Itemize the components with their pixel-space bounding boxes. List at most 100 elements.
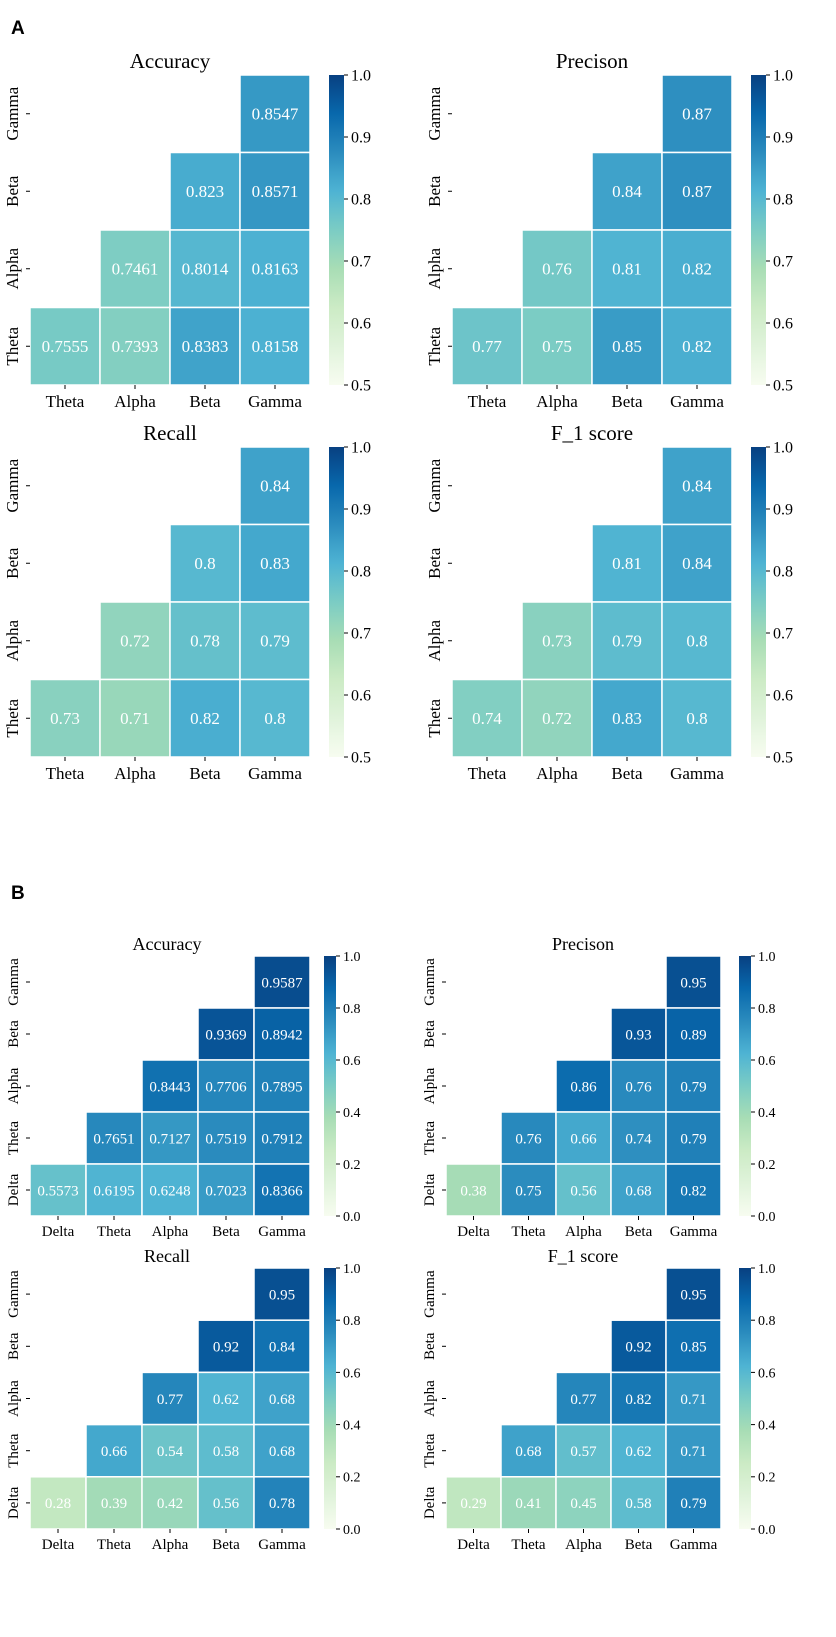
y-tick-label: Delta — [6, 1173, 22, 1206]
heatmap-cell — [141, 1476, 199, 1530]
cell-value: 0.8 — [264, 709, 285, 728]
heatmap-cell — [253, 955, 311, 1009]
x-tick-label: Gamma — [670, 764, 724, 783]
cell-value: 0.84 — [682, 554, 712, 573]
cell-value: 0.85 — [680, 1340, 706, 1356]
heatmap-cell — [239, 151, 311, 231]
x-tick-label: Beta — [212, 1537, 240, 1553]
colorbar-tick-label: 1.0 — [351, 440, 371, 457]
x-tick-label: Gamma — [258, 1224, 306, 1240]
colorbar-tick-label: 0.4 — [758, 1419, 776, 1434]
cell-value: 0.29 — [460, 1496, 486, 1512]
x-tick-label: Theta — [511, 1224, 545, 1240]
heatmap-cell — [239, 678, 311, 758]
cell-value: 0.62 — [213, 1392, 239, 1408]
heatmap-chart: F_1 score 0.95 0.92 0.85 0.77 0.82 0.71 0.68 0.5… — [422, 1246, 776, 1553]
heatmap-cell — [665, 1319, 722, 1374]
cell-value: 0.7393 — [112, 337, 159, 356]
y-tick-label: Alpha — [6, 1067, 22, 1104]
heatmap-cell — [197, 1007, 255, 1061]
heatmap-cell — [99, 601, 171, 681]
cell-value: 0.93 — [625, 1027, 651, 1043]
colorbar — [324, 1268, 336, 1529]
heatmap-cell — [665, 1267, 722, 1321]
y-tick-label: Delta — [422, 1486, 438, 1519]
cell-value: 0.8158 — [252, 337, 299, 356]
x-tick-label: Theta — [97, 1224, 131, 1240]
cell-value: 0.87 — [682, 182, 712, 201]
heatmap-cell — [197, 1059, 255, 1113]
colorbar — [329, 75, 344, 385]
x-tick-label: Theta — [468, 392, 507, 411]
cell-value: 0.82 — [625, 1392, 651, 1408]
cell-value: 0.7895 — [261, 1079, 302, 1095]
y-tick-label: Gamma — [6, 958, 22, 1006]
heatmap-cell — [591, 229, 663, 309]
colorbar-tick-label: 0.2 — [343, 1471, 361, 1486]
colorbar-tick-label: 1.0 — [773, 68, 793, 85]
heatmap-cell — [591, 151, 663, 231]
cell-value: 0.38 — [460, 1183, 486, 1199]
heatmap-cell — [239, 306, 311, 386]
heatmap-chart: Precison 0.87 0.84 0.87 0.76 0.81 0.82 0.77 0.75… — [425, 49, 793, 411]
cell-value: 0.79 — [612, 632, 642, 651]
colorbar-tick-label: 0.7 — [773, 254, 793, 271]
x-tick-label: Alpha — [565, 1537, 602, 1553]
y-tick-label: Beta — [3, 175, 22, 207]
x-tick-label: Theta — [468, 764, 507, 783]
y-tick-label: Beta — [422, 1020, 438, 1048]
colorbar-tick-label: 0.0 — [343, 1210, 361, 1225]
colorbar-tick-label: 0.6 — [351, 688, 371, 705]
heatmap-cell — [85, 1423, 143, 1478]
colorbar-tick-label: 0.4 — [758, 1106, 776, 1121]
y-tick-label: Gamma — [6, 1270, 22, 1318]
heatmap-cell — [500, 1423, 557, 1478]
y-tick-label: Beta — [6, 1332, 22, 1360]
cell-value: 0.8942 — [261, 1027, 302, 1043]
cell-value: 0.7912 — [261, 1131, 302, 1147]
x-tick-label: Beta — [189, 764, 221, 783]
colorbar-tick-label: 0.4 — [343, 1106, 361, 1121]
cell-value: 0.8547 — [252, 105, 299, 124]
cell-value: 0.75 — [515, 1183, 541, 1199]
cell-value: 0.56 — [570, 1183, 597, 1199]
cell-value: 0.87 — [682, 105, 712, 124]
heatmap-cell — [591, 678, 663, 758]
cell-value: 0.95 — [269, 1287, 295, 1303]
colorbar-tick-label: 0.7 — [351, 626, 371, 643]
heatmap-cell — [661, 678, 733, 758]
x-tick-label: Alpha — [114, 392, 156, 411]
cell-value: 0.7519 — [205, 1131, 246, 1147]
heatmap-cell — [665, 1371, 722, 1426]
cell-value: 0.66 — [570, 1131, 597, 1147]
cell-value: 0.74 — [625, 1131, 652, 1147]
cell-value: 0.79 — [260, 632, 290, 651]
cell-value: 0.71 — [680, 1444, 706, 1460]
cell-value: 0.6195 — [93, 1183, 134, 1199]
colorbar-tick-label: 0.9 — [773, 130, 793, 147]
heatmap-cell — [610, 1163, 667, 1217]
cell-value: 0.75 — [542, 337, 572, 356]
cell-value: 0.82 — [680, 1183, 706, 1199]
heatmap-cell — [661, 229, 733, 309]
y-tick-label: Theta — [6, 1121, 22, 1155]
y-tick-label: Alpha — [425, 248, 444, 290]
chart-title: Precison — [556, 49, 629, 73]
heatmap-cell — [253, 1267, 311, 1321]
y-tick-label: Theta — [422, 1121, 438, 1155]
chart-title: F_1 score — [548, 1246, 619, 1266]
colorbar-tick-label: 0.0 — [758, 1210, 776, 1225]
y-tick-label: Theta — [6, 1433, 22, 1467]
cell-value: 0.76 — [625, 1079, 652, 1095]
x-tick-label: Beta — [625, 1224, 653, 1240]
cell-value: 0.8014 — [182, 260, 229, 279]
y-tick-label: Alpha — [6, 1380, 22, 1417]
cell-value: 0.71 — [680, 1392, 706, 1408]
colorbar-tick-label: 0.6 — [758, 1366, 776, 1381]
cell-value: 0.68 — [625, 1183, 651, 1199]
cell-value: 0.77 — [570, 1392, 597, 1408]
cell-value: 0.86 — [570, 1079, 597, 1095]
heatmap-cell — [500, 1111, 557, 1165]
y-tick-label: Gamma — [3, 458, 22, 512]
x-tick-label: Delta — [42, 1537, 75, 1553]
